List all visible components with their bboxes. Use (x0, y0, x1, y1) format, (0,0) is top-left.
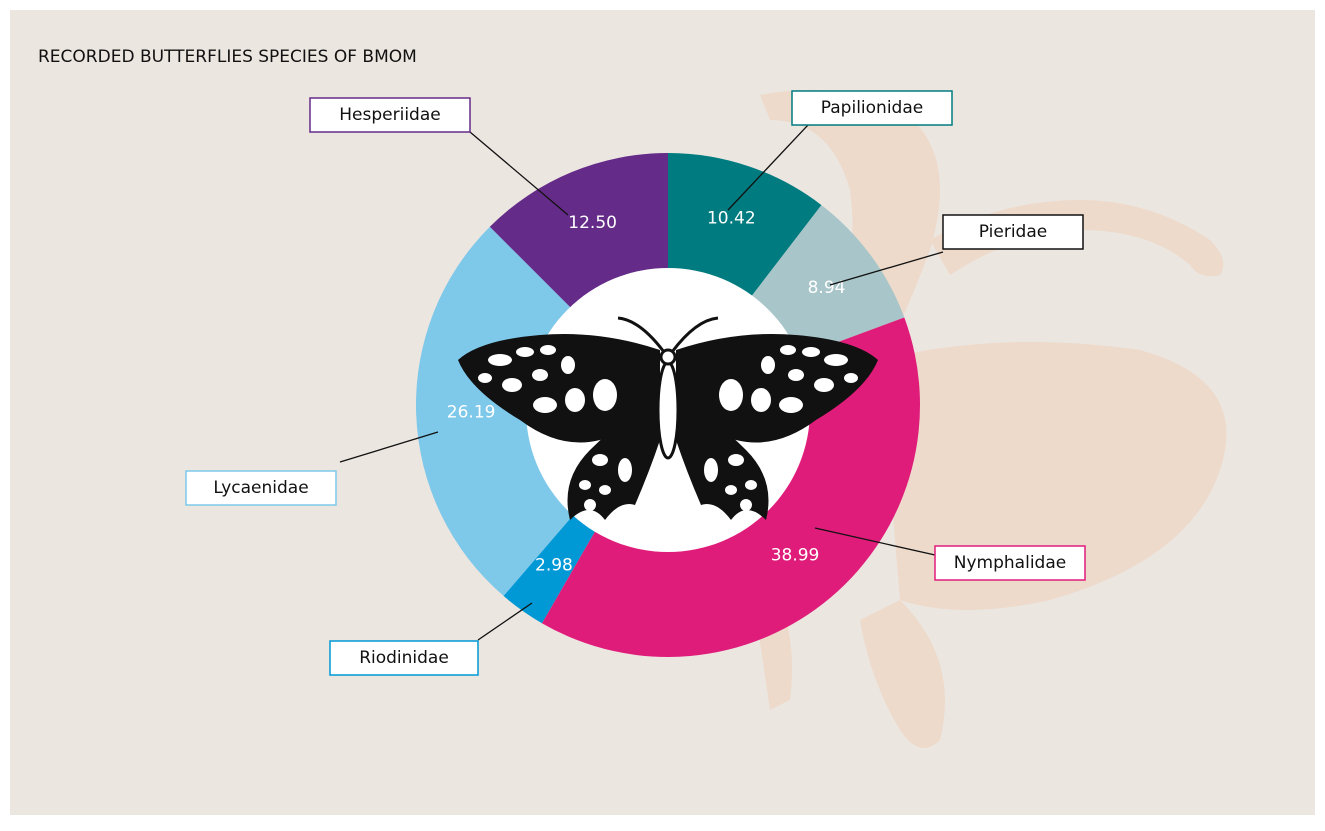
value-label: 12.50 (568, 213, 617, 233)
donut-segment (668, 153, 822, 302)
leader-line (469, 131, 569, 216)
donut-segment (415, 226, 584, 596)
category-box (329, 640, 479, 676)
category-box (942, 214, 1084, 250)
category-box (791, 90, 953, 126)
donut-segment (747, 205, 905, 360)
value-label: 38.99 (771, 546, 820, 566)
category-box (185, 470, 337, 506)
leader-line (477, 602, 533, 641)
category-box (934, 545, 1086, 581)
category-box (309, 97, 471, 133)
category-label: Pieridae (979, 222, 1047, 242)
leader-line (814, 527, 936, 556)
category-label: Riodinidae (359, 648, 449, 668)
leader-line (727, 124, 809, 211)
donut-segment (503, 503, 603, 624)
category-label: Nymphalidae (954, 553, 1066, 573)
chart-title: RECORDED BUTTERFLIES SPECIES OF BMOM (38, 47, 417, 67)
butterfly-illustration (458, 316, 878, 520)
value-label: 2.98 (535, 556, 573, 576)
category-label: Papilionidae (821, 98, 923, 118)
category-label: Hesperiidae (339, 105, 440, 125)
category-label: Lycaenidae (213, 478, 308, 498)
value-label: 10.42 (707, 208, 756, 228)
value-label: 26.19 (447, 402, 496, 422)
donut-segment (489, 153, 668, 314)
leader-line (829, 251, 944, 286)
leader-line (339, 431, 439, 463)
value-label: 8.94 (808, 278, 846, 298)
background-butterfly (750, 90, 1227, 748)
